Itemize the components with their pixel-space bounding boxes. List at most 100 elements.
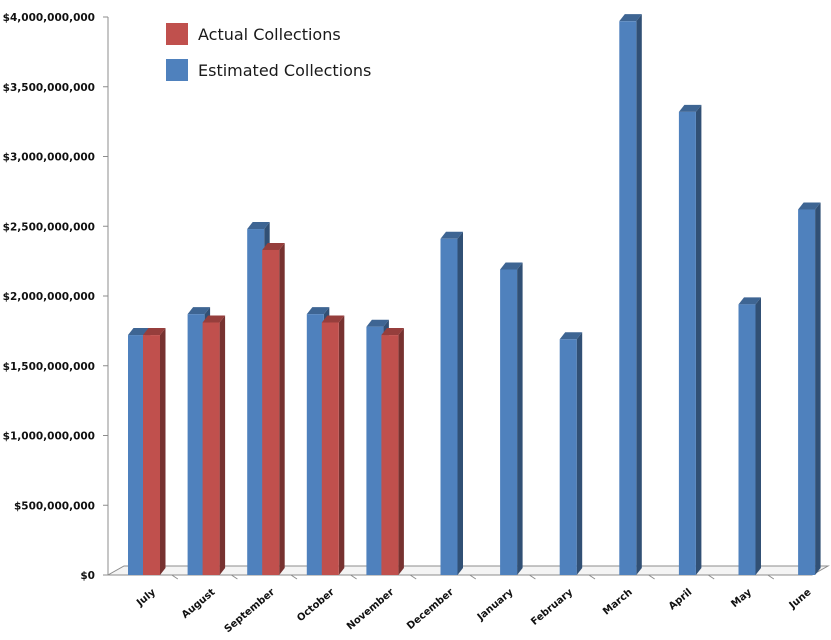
x-tick-mark xyxy=(409,574,417,580)
chart-floor xyxy=(106,565,830,576)
bar-estimated-january-side xyxy=(517,262,523,575)
bar-actual-september-front xyxy=(262,249,280,575)
bar-actual-november xyxy=(381,328,404,575)
bar-actual-august-front xyxy=(202,322,220,575)
bar-actual-july-front xyxy=(143,335,160,575)
x-tick-label-september: September xyxy=(223,587,278,635)
y-tick-label: $500,000,000 xyxy=(14,500,95,512)
bar-actual-july-side xyxy=(160,328,166,575)
x-tick-mark xyxy=(231,574,238,580)
bar-actual-october-side xyxy=(338,315,345,575)
x-tick-label-january: January xyxy=(475,587,516,624)
bar-actual-november-top xyxy=(381,328,404,336)
bar-actual-july-top xyxy=(143,328,166,336)
bar-estimated-february-top xyxy=(559,332,583,340)
bar-estimated-december-front xyxy=(440,238,458,575)
y-tick-label: $0 xyxy=(80,570,95,582)
bar-estimated-june-side xyxy=(815,202,821,575)
x-tick-mark xyxy=(469,574,477,580)
x-tick-mark xyxy=(707,574,715,580)
bar-estimated-july-front xyxy=(128,335,145,575)
bar-estimated-december-side xyxy=(457,231,463,575)
x-tick-mark xyxy=(529,574,536,580)
x-tick-label-october: October xyxy=(295,587,337,624)
bar-estimated-august-front xyxy=(187,314,205,575)
x-tick-mark xyxy=(767,574,775,580)
bar-estimated-february xyxy=(559,332,583,575)
legend: Actual Collections Estimated Collections xyxy=(166,23,371,81)
legend-label-estimated: Estimated Collections xyxy=(198,61,371,80)
y-tick-label: $2,500,000,000 xyxy=(3,221,95,233)
x-tick-mark xyxy=(648,574,655,580)
bar-estimated-march-front xyxy=(619,21,637,576)
x-tick-label-june: June xyxy=(787,587,814,612)
bar-actual-september-side xyxy=(279,242,285,575)
y-tick-label: $3,500,000,000 xyxy=(3,82,95,94)
bar-estimated-may-top xyxy=(738,297,761,305)
x-tick-label-march: March xyxy=(601,587,635,618)
bar-actual-august-side xyxy=(219,315,226,575)
bar-estimated-june xyxy=(798,202,821,575)
bar-estimated-march-side xyxy=(636,14,642,576)
bar-estimated-april-side xyxy=(695,104,702,576)
bar-estimated-january-front xyxy=(500,269,518,575)
x-tick-mark xyxy=(350,574,357,580)
y-tick-label: $2,000,000,000 xyxy=(3,291,95,303)
x-tick-label-august: August xyxy=(180,587,218,621)
bar-actual-october-front xyxy=(321,322,339,575)
bar-estimated-march-top xyxy=(619,14,642,22)
x-tick-label-december: December xyxy=(405,587,456,632)
bars xyxy=(128,14,821,576)
bar-actual-september xyxy=(262,242,285,575)
x-tick-label-july: July xyxy=(134,587,158,610)
bar-actual-november-side xyxy=(398,328,404,575)
bar-estimated-march xyxy=(619,14,642,576)
bar-estimated-november-front xyxy=(366,326,384,575)
bar-estimated-december-top xyxy=(440,231,463,239)
bar-actual-october xyxy=(321,315,345,575)
bar-estimated-november-top xyxy=(366,319,389,327)
bar-estimated-october-front xyxy=(306,314,324,575)
bar-estimated-may-front xyxy=(738,304,756,575)
y-axis-ticks: $0 $500,000,000 $1,000,000,000 $1,500,000,0… xyxy=(3,12,108,582)
x-tick-label-may: May xyxy=(729,587,754,610)
legend-label-actual: Actual Collections xyxy=(198,25,341,44)
bar-estimated-april-top xyxy=(678,104,702,112)
x-tick-label-february: February xyxy=(529,587,575,628)
bar-estimated-february-side xyxy=(576,332,583,575)
bar-estimated-january xyxy=(500,262,523,575)
bar-actual-july xyxy=(143,328,166,575)
bar-estimated-january-top xyxy=(500,262,523,270)
legend-swatch-estimated xyxy=(166,59,188,81)
bar-estimated-april xyxy=(678,104,702,576)
x-tick-mark xyxy=(588,574,596,580)
bar-actual-september-top xyxy=(262,242,285,250)
legend-swatch-actual xyxy=(166,23,188,45)
bar-actual-august-top xyxy=(202,315,226,323)
x-tick-label-april: April xyxy=(667,587,695,613)
bar-actual-august xyxy=(202,315,226,575)
bar-estimated-may-side xyxy=(755,297,761,575)
bar-actual-november-front xyxy=(381,335,399,575)
bar-estimated-october-top xyxy=(306,307,330,315)
bar-estimated-june-front xyxy=(798,209,816,575)
x-tick-mark xyxy=(171,574,179,580)
bar-estimated-december xyxy=(440,231,463,575)
bar-estimated-february-front xyxy=(559,339,577,575)
y-tick-label: $1,000,000,000 xyxy=(3,431,95,443)
y-tick-label: $3,000,000,000 xyxy=(3,152,95,164)
x-tick-mark xyxy=(290,574,298,580)
y-tick-label: $4,000,000,000 xyxy=(3,12,95,24)
bar-estimated-august-top xyxy=(187,307,211,315)
x-axis-ticks: July August September October November Decemb… xyxy=(134,574,814,635)
bar-estimated-september-front xyxy=(247,229,265,576)
bar-estimated-september-top xyxy=(247,222,270,230)
bar-actual-october-top xyxy=(321,315,345,323)
y-tick-label: $1,500,000,000 xyxy=(3,361,95,373)
x-tick-label-november: November xyxy=(345,587,396,633)
bar-estimated-may xyxy=(738,297,761,575)
bar-estimated-april-front xyxy=(678,111,696,576)
bar-estimated-june-top xyxy=(798,202,821,210)
